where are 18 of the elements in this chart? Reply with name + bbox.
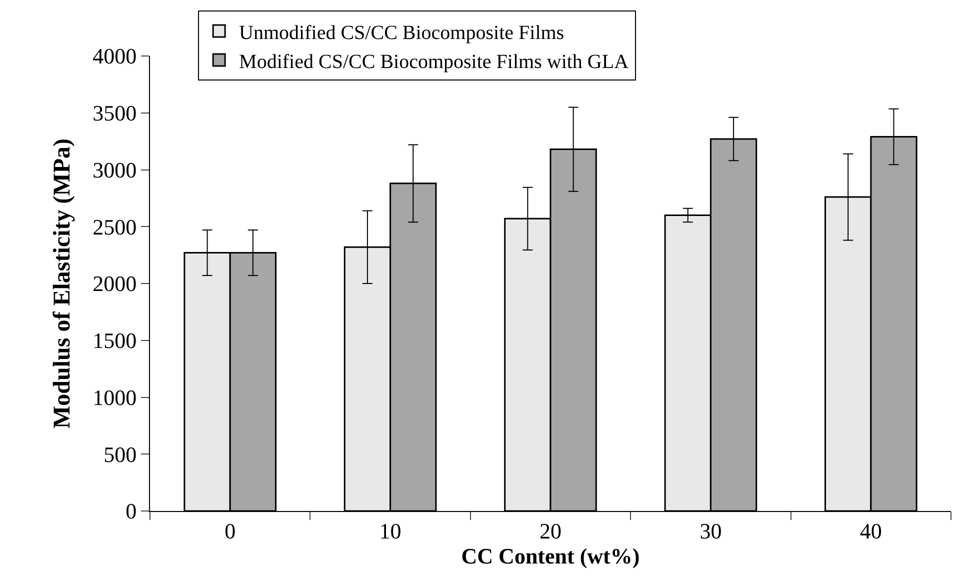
x-tick-label: 30 bbox=[700, 518, 722, 544]
x-tick-label: 10 bbox=[379, 518, 402, 544]
y-tick-label: 2000 bbox=[92, 271, 137, 296]
x-tick-label: 40 bbox=[860, 518, 882, 544]
legend-label: Modified CS/CC Biocomposite Films with GLA bbox=[239, 50, 630, 73]
y-tick-label: 500 bbox=[104, 442, 137, 467]
x-tick-label: 20 bbox=[540, 518, 562, 544]
y-tick-label: 3500 bbox=[92, 100, 137, 126]
y-tick-label: 2500 bbox=[92, 214, 137, 240]
y-tick-label: 3000 bbox=[92, 157, 137, 182]
y-axis-title: Modulus of Elasticity (MPa) bbox=[50, 138, 76, 428]
x-tick-label: 0 bbox=[224, 518, 236, 544]
y-tick-label: 1000 bbox=[92, 384, 137, 410]
y-tick-label: 0 bbox=[126, 498, 137, 524]
legend-label: Unmodified CS/CC Biocomposite Films bbox=[239, 22, 564, 44]
y-tick-label: 4000 bbox=[92, 44, 137, 69]
y-tick-label: 1500 bbox=[92, 328, 137, 354]
x-axis-title: CC Content (wt%) bbox=[461, 543, 640, 568]
